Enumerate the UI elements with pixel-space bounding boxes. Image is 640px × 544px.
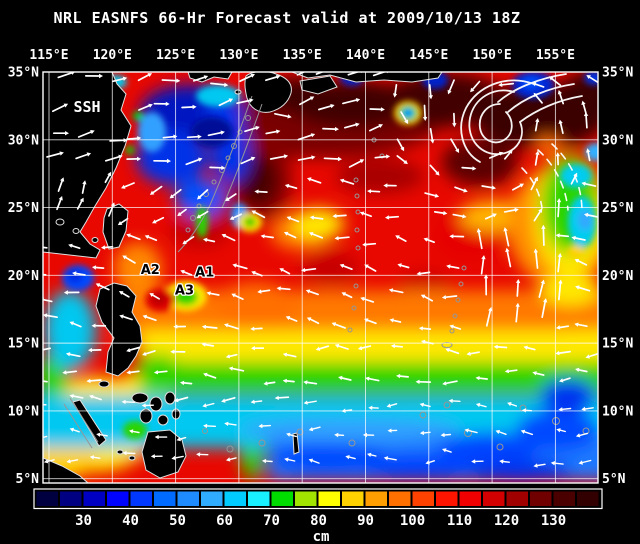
colorbar-cell xyxy=(60,491,82,506)
colorbar-cell xyxy=(342,491,364,506)
lon-tick-label: 135°E xyxy=(283,48,322,63)
lon-tick-label: 120°E xyxy=(93,48,132,63)
lon-tick-label: 150°E xyxy=(473,48,512,63)
colorbar-cell xyxy=(389,491,411,506)
honshu-coast xyxy=(291,72,443,83)
colorbar-cell xyxy=(436,491,458,506)
colorbar-cell xyxy=(553,491,575,506)
lat-tick-label-right: 25°N xyxy=(602,201,633,216)
lat-tick-label-right: 35°N xyxy=(602,66,633,81)
colorbar-cell xyxy=(271,491,293,506)
lat-axis-left: 35°N 30°N 25°N 20°N 15°N 10°N 5°N xyxy=(8,66,39,488)
lat-tick-label-left: 25°N xyxy=(8,201,39,216)
colorbar-cell xyxy=(483,491,505,506)
colorbar-cell xyxy=(506,491,528,506)
colorbar-cell xyxy=(130,491,152,506)
lat-tick-label-left: 5°N xyxy=(16,472,40,487)
colorbar-tick-label: 130 xyxy=(541,513,566,529)
colorbar-units-label: cm xyxy=(313,529,330,544)
lat-tick-label-right: 5°N xyxy=(602,472,626,487)
lat-axis-right: 35°N 30°N 25°N 20°N 15°N 10°N 5°N xyxy=(602,66,633,488)
lat-tick-label-right: 10°N xyxy=(602,404,633,419)
colorbar-tick-label: 50 xyxy=(169,513,186,529)
colorbar-tick-label: 70 xyxy=(263,513,280,529)
kyushu-island xyxy=(244,72,292,113)
mindanao-island xyxy=(141,429,187,479)
luzon-island xyxy=(95,282,143,377)
colorbar-tick-label: 40 xyxy=(122,513,139,529)
borneo-coast xyxy=(43,457,89,483)
shikoku-island xyxy=(299,75,338,95)
lon-tick-label: 145°E xyxy=(409,48,448,63)
station-annotations: A1 A2 A3 xyxy=(139,262,215,300)
lat-tick-label-left: 15°N xyxy=(8,337,39,352)
lat-tick-label-left: 20°N xyxy=(8,269,39,284)
lat-tick-label-right: 30°N xyxy=(602,133,633,148)
colorbar-cell xyxy=(248,491,270,506)
lon-tick-label: 155°E xyxy=(536,48,575,63)
colorbar-tick-label: 90 xyxy=(357,513,374,529)
colorbar-cell xyxy=(577,491,599,506)
colorbar-cell xyxy=(365,491,387,506)
lat-tick-label-left: 30°N xyxy=(8,133,39,148)
current-vectors xyxy=(43,72,598,468)
colorbar-cell xyxy=(83,491,105,506)
typhoon-streamlines xyxy=(460,73,583,213)
palau-chain xyxy=(292,432,300,455)
station-label-a2: A2 xyxy=(141,263,160,278)
station-label-a1: A1 xyxy=(195,266,214,281)
colorbar-tick-label: 110 xyxy=(447,513,472,529)
colorbar-cell xyxy=(318,491,340,506)
lon-tick-label: 115°E xyxy=(29,48,68,63)
station-label-a3: A3 xyxy=(175,283,194,298)
map-border xyxy=(42,71,599,484)
lon-axis: 115°E 120°E 125°E 130°E 135°E 140°E 145°E 150°E… xyxy=(29,48,575,63)
colorbar-tick-label: 60 xyxy=(216,513,233,529)
colorbar-cell xyxy=(201,491,223,506)
colorbar-tick-label: 80 xyxy=(310,513,327,529)
lat-tick-label-right: 15°N xyxy=(602,337,633,352)
land-masses xyxy=(43,72,443,483)
lon-tick-label: 140°E xyxy=(346,48,385,63)
lon-tick-label: 125°E xyxy=(156,48,195,63)
colorbar-cell xyxy=(412,491,434,506)
island-contours xyxy=(63,95,590,453)
colorbar-tick-label: 100 xyxy=(400,513,425,529)
colorbar-cell xyxy=(530,491,552,506)
page-title: NRL EASNFS 66-Hr Forecast valid at 2009/… xyxy=(53,9,520,27)
colorbar-tick-label: 30 xyxy=(75,513,92,529)
field-variable-label: SSH xyxy=(73,98,100,116)
colorbar-cell xyxy=(224,491,246,506)
colorbar-tick-label: 120 xyxy=(494,513,519,529)
gridlines xyxy=(43,72,598,483)
colorbar-cell xyxy=(154,491,176,506)
colorbar-cell xyxy=(177,491,199,506)
lat-tick-label-left: 35°N xyxy=(8,66,39,81)
china-shelf-landmass xyxy=(43,72,132,259)
colorbar-cell xyxy=(295,491,317,506)
colorbar-cell xyxy=(459,491,481,506)
lat-tick-label-left: 10°N xyxy=(8,404,39,419)
colorbar: 30 40 50 60 70 80 90 100 110 120 130 xyxy=(33,488,603,529)
colorbar-cell xyxy=(36,491,58,506)
colorbar-cell xyxy=(107,491,129,506)
lon-tick-label: 130°E xyxy=(219,48,258,63)
lat-tick-label-right: 20°N xyxy=(602,269,633,284)
